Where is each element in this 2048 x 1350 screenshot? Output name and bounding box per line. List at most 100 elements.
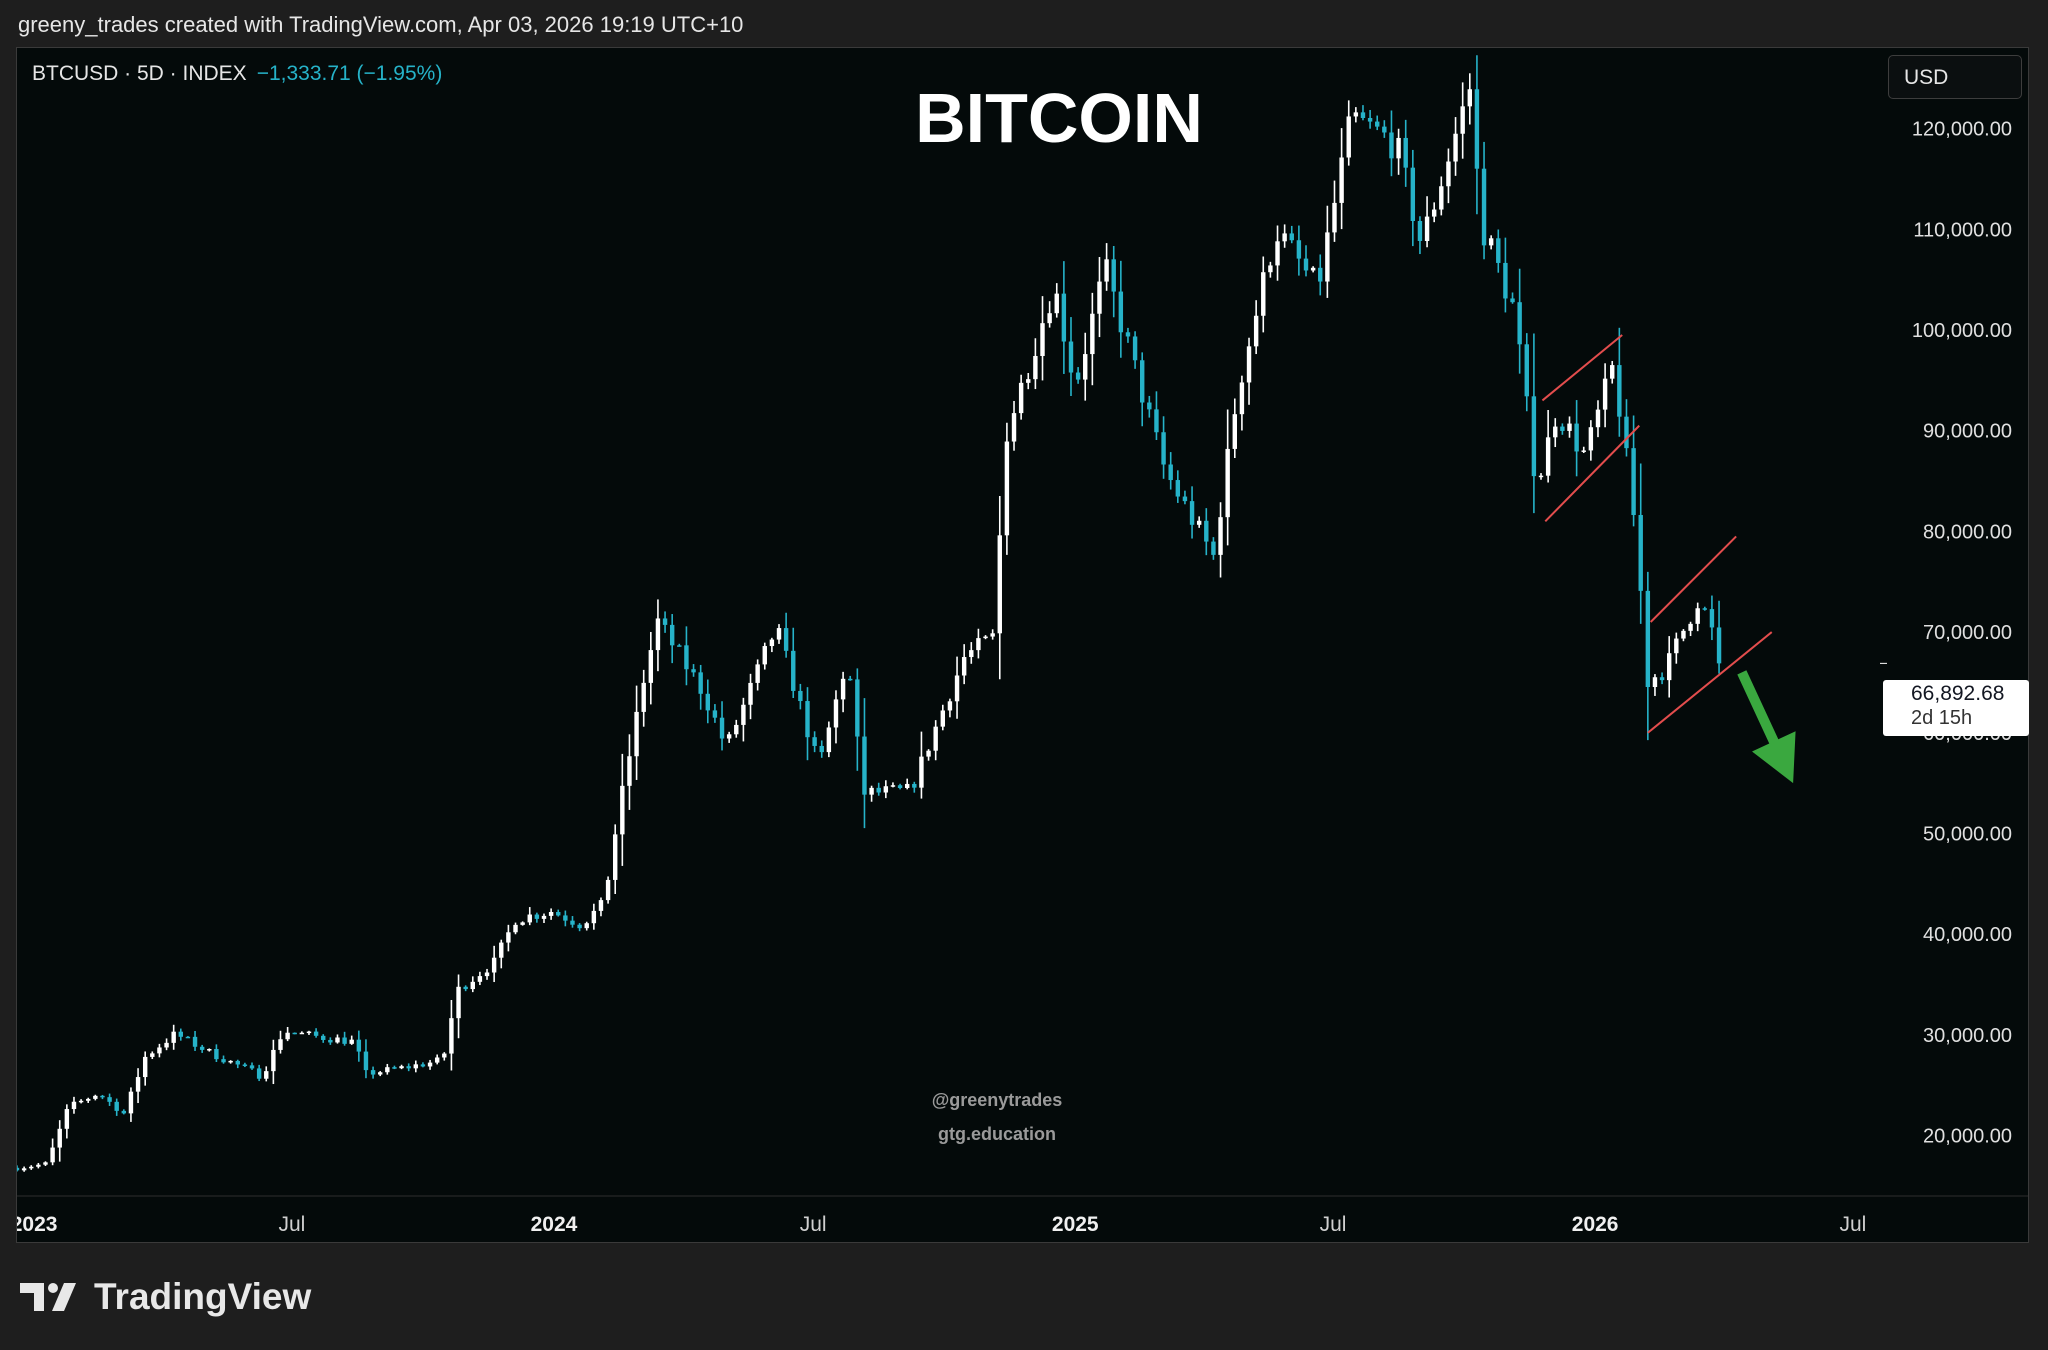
candle — [313, 1028, 319, 1038]
candle — [919, 731, 924, 799]
candle — [1382, 120, 1387, 138]
candle — [370, 1066, 376, 1079]
trend-channel-line[interactable] — [1647, 631, 1773, 734]
candle — [100, 1094, 105, 1100]
candle — [1296, 225, 1302, 276]
candle — [1453, 117, 1458, 176]
candle — [1004, 422, 1010, 555]
candle — [926, 749, 931, 761]
candle — [342, 1031, 347, 1046]
symbol-info[interactable]: BTCUSD · 5D · INDEX −1,333.71 (−1.95%) — [32, 62, 442, 86]
candle — [783, 612, 789, 658]
candle — [128, 1087, 134, 1122]
candle — [1246, 337, 1252, 405]
candle — [114, 1098, 119, 1116]
candle — [1574, 400, 1579, 477]
time-tick-label: Jul — [1840, 1213, 1867, 1236]
candle — [1111, 246, 1116, 318]
candle — [1339, 128, 1344, 230]
candle — [940, 704, 946, 731]
candle — [107, 1093, 112, 1106]
candle — [1040, 296, 1045, 381]
candle — [513, 922, 518, 935]
candle — [1595, 400, 1601, 438]
candle — [705, 679, 710, 724]
candle — [1624, 399, 1629, 457]
candle — [157, 1043, 162, 1058]
candle — [264, 1066, 269, 1082]
candle — [826, 721, 832, 758]
candle — [954, 656, 960, 719]
candle — [1268, 261, 1273, 278]
candle — [192, 1030, 198, 1051]
candle — [1517, 268, 1522, 374]
candle — [840, 671, 846, 713]
candle — [442, 1052, 447, 1061]
candle — [1496, 229, 1501, 273]
candle — [584, 921, 589, 931]
candle — [64, 1104, 70, 1139]
candle — [57, 1120, 62, 1162]
candle — [93, 1094, 98, 1101]
candle — [613, 824, 618, 895]
price-tick-label: 90,000.00 — [1923, 421, 2012, 443]
candle — [1531, 333, 1537, 514]
trend-channel-line[interactable] — [1541, 334, 1623, 402]
candle — [641, 669, 646, 727]
candle — [207, 1048, 212, 1052]
price-tick-label: 50,000.00 — [1923, 823, 2012, 845]
candle — [321, 1034, 326, 1043]
price-tick-label: 70,000.00 — [1923, 622, 2012, 644]
candle — [1467, 73, 1473, 125]
candle — [897, 783, 903, 790]
time-tick-label: 2024 — [531, 1213, 578, 1236]
candle — [1367, 109, 1373, 129]
candle — [791, 627, 796, 698]
candle — [1652, 674, 1658, 696]
candle — [399, 1064, 404, 1070]
candle — [833, 690, 839, 744]
candle — [456, 974, 461, 1039]
candle — [221, 1055, 226, 1064]
candle — [50, 1138, 55, 1166]
candle — [356, 1030, 362, 1062]
candle — [698, 664, 703, 710]
candle — [1666, 636, 1672, 698]
candle — [306, 1030, 312, 1035]
candle — [969, 642, 974, 664]
candle — [769, 637, 775, 653]
candle — [1481, 141, 1487, 260]
candle — [798, 683, 803, 710]
trend-channel-line[interactable] — [1649, 535, 1737, 623]
footer-logo[interactable]: TradingView — [20, 1276, 311, 1318]
candle — [1275, 225, 1280, 281]
candle — [228, 1060, 233, 1064]
candle — [1132, 331, 1138, 369]
candle — [1488, 235, 1494, 250]
chart-panel[interactable]: 20,000.0030,000.0040,000.0050,000.0060,0… — [16, 47, 2029, 1243]
candle — [427, 1059, 433, 1070]
candle — [726, 731, 732, 743]
currency-button[interactable]: USD — [1888, 55, 2022, 99]
candle — [1524, 333, 1529, 412]
candle — [990, 629, 995, 640]
candle — [449, 999, 454, 1071]
candle — [1303, 245, 1309, 277]
candle — [1346, 100, 1351, 166]
candle — [1147, 395, 1152, 418]
candle — [413, 1060, 419, 1073]
candlestick-chart[interactable]: 20,000.0030,000.0040,000.0050,000.0060,0… — [17, 48, 2028, 1242]
candle — [328, 1037, 333, 1045]
candle — [883, 780, 889, 799]
candle — [1047, 301, 1052, 328]
time-tick-label: Jul — [1320, 1213, 1347, 1236]
candle — [1510, 292, 1515, 304]
trend-channel-line[interactable] — [1544, 424, 1641, 522]
watermark-site: gtg.education — [938, 1124, 1056, 1144]
candle — [1659, 672, 1665, 685]
candle — [78, 1099, 84, 1104]
candle — [1360, 105, 1366, 121]
screenshot-caption: greeny_trades created with TradingView.c… — [18, 12, 744, 37]
down-arrow-annotation[interactable] — [1737, 670, 1796, 784]
time-tick-label: 2023 — [17, 1213, 57, 1236]
